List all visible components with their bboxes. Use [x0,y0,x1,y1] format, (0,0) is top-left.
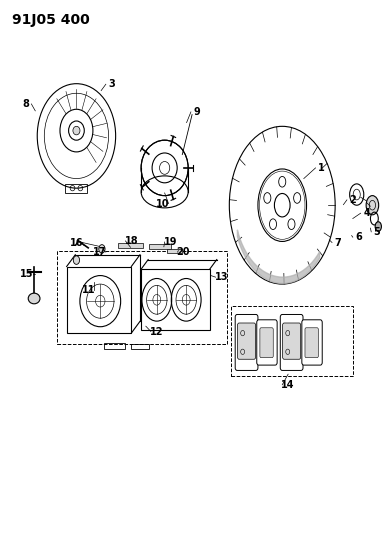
Text: 19: 19 [164,237,177,247]
Ellipse shape [375,222,381,231]
Ellipse shape [28,293,40,304]
FancyBboxPatch shape [302,320,322,365]
Text: 9: 9 [193,107,200,117]
Text: 3: 3 [108,79,115,89]
FancyBboxPatch shape [257,320,277,365]
Text: 18: 18 [125,236,138,246]
Text: 8: 8 [22,99,29,109]
Text: 12: 12 [150,327,163,336]
Text: 91J05 400: 91J05 400 [12,13,89,27]
Bar [149,244,171,249]
Text: 2: 2 [349,195,356,205]
FancyBboxPatch shape [260,328,273,358]
Text: 7: 7 [334,238,341,247]
Text: 15: 15 [20,270,33,279]
Text: 4: 4 [363,208,370,218]
Text: 10: 10 [156,199,169,208]
Text: 20: 20 [177,247,190,257]
Ellipse shape [99,245,105,253]
FancyBboxPatch shape [305,328,318,358]
Bar [65,184,87,193]
FancyBboxPatch shape [238,323,256,359]
Bar [118,243,143,248]
Bar [231,306,353,376]
FancyBboxPatch shape [283,323,301,359]
Bar [167,249,182,253]
Text: 11: 11 [82,286,95,295]
Bar [67,266,131,333]
Text: 16: 16 [70,238,83,247]
Text: 13: 13 [215,272,228,282]
Text: 1: 1 [318,163,325,173]
Ellipse shape [73,256,80,264]
FancyBboxPatch shape [280,314,303,370]
Ellipse shape [73,126,80,135]
Text: 6: 6 [355,232,362,242]
Text: 5: 5 [374,227,381,237]
Ellipse shape [366,196,379,215]
Bar [104,343,125,349]
Bar [131,344,149,349]
Text: 17: 17 [93,247,107,257]
Bar [57,251,227,344]
Text: 14: 14 [281,380,295,390]
FancyBboxPatch shape [235,314,258,370]
Bar [141,269,210,330]
